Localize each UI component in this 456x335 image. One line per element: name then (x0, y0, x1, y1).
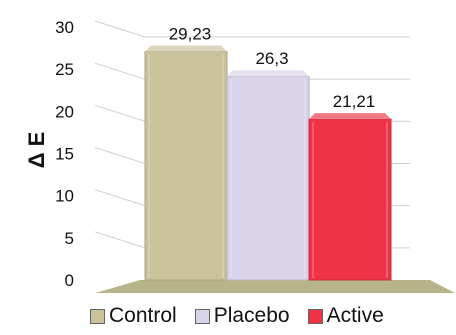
y-tick-label: 10 (55, 187, 74, 206)
legend-item-active: Active (307, 304, 384, 328)
legend-swatch-placebo (194, 308, 210, 324)
legend-label-active: Active (326, 304, 384, 327)
bar-top (227, 70, 309, 77)
bar-placebo: 26,3 (226, 49, 310, 281)
chart-floor (95, 280, 455, 293)
y-tick-label: 15 (55, 145, 74, 164)
y-tick-label: 30 (55, 18, 74, 37)
gridline-slant (94, 20, 146, 38)
bar-top (145, 45, 227, 52)
legend-label-control: Control (109, 304, 177, 327)
legend-item-control: Control (90, 304, 177, 328)
y-axis-label: Δ E (24, 132, 49, 169)
legend-swatch-active (307, 308, 323, 324)
gridline-slant (94, 231, 146, 249)
y-tick-label: 20 (55, 102, 74, 121)
legend-item-placebo: Placebo (194, 304, 290, 328)
data-label: 21,21 (333, 92, 376, 111)
y-tick-label: 5 (65, 229, 74, 248)
y-tick-label: 25 (55, 60, 74, 79)
bar-front (226, 75, 310, 281)
bar-chart: 29,23 26,3 21,21 0 5 10 15 20 25 30 Δ E (24, 18, 455, 293)
gridline-slant (94, 104, 146, 122)
bar-control: 29,23 (144, 24, 228, 281)
gridline-slant (94, 147, 146, 164)
y-tick-label: 0 (65, 271, 74, 290)
bar-front (308, 118, 392, 281)
data-label: 29,23 (169, 24, 212, 43)
y-axis-ticks: 0 5 10 15 20 25 30 (55, 18, 74, 290)
bar-front (144, 50, 228, 281)
legend: Control Placebo Active (90, 304, 384, 328)
gridline-slant (94, 62, 146, 80)
legend-swatch-control (90, 308, 105, 324)
bars-group: 29,23 26,3 21,21 (144, 24, 392, 281)
bar-top (309, 113, 391, 120)
bar-active: 21,21 (308, 92, 392, 281)
data-label: 26,3 (255, 49, 288, 68)
legend-label-placebo: Placebo (213, 304, 290, 327)
gridline-slant (94, 189, 146, 207)
